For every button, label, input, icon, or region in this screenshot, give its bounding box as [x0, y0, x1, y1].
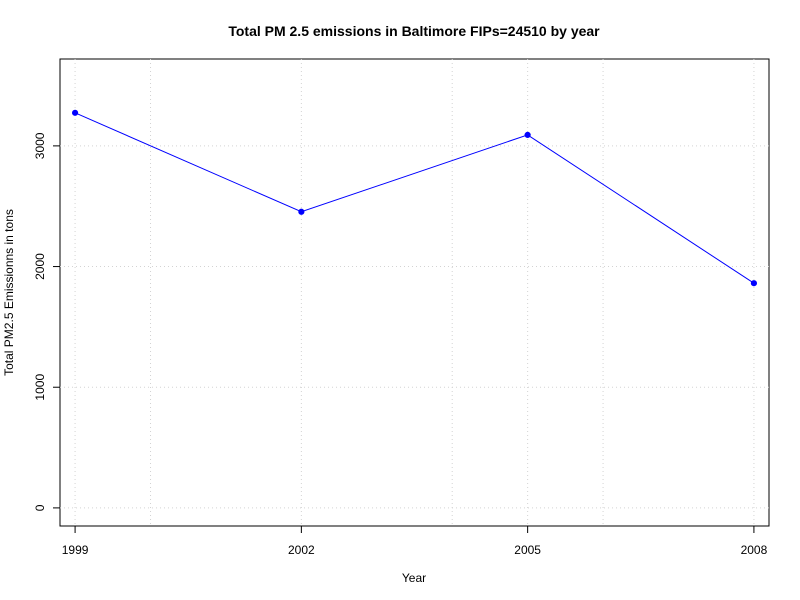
chart-title: Total PM 2.5 emissions in Baltimore FIPs… — [228, 23, 600, 39]
data-point — [750, 280, 758, 287]
series-layer — [71, 109, 758, 287]
data-point — [298, 208, 305, 215]
y-tick-label: 0 — [33, 504, 47, 511]
x-axis-ticks: 1999 2002 2005 2008 — [62, 526, 768, 557]
y-axis-ticks: 0 1000 2000 3000 — [33, 132, 60, 511]
y-tick-label: 1000 — [33, 374, 47, 401]
x-tick-label: 1999 — [62, 543, 89, 557]
x-tick-label: 2005 — [514, 543, 541, 557]
x-tick-label: 2002 — [288, 543, 315, 557]
grid-lines — [60, 59, 769, 526]
x-axis-label: Year — [402, 571, 426, 585]
plot-area-frame — [59, 58, 770, 527]
y-tick-label: 2000 — [33, 253, 47, 280]
data-point — [71, 109, 79, 116]
y-axis-label: Total PM2.5 Emissionns in tons — [2, 209, 16, 376]
y-tick-label: 3000 — [33, 132, 47, 159]
x-tick-label: 2008 — [741, 543, 768, 557]
data-point — [524, 131, 531, 139]
series-line — [74, 112, 755, 284]
